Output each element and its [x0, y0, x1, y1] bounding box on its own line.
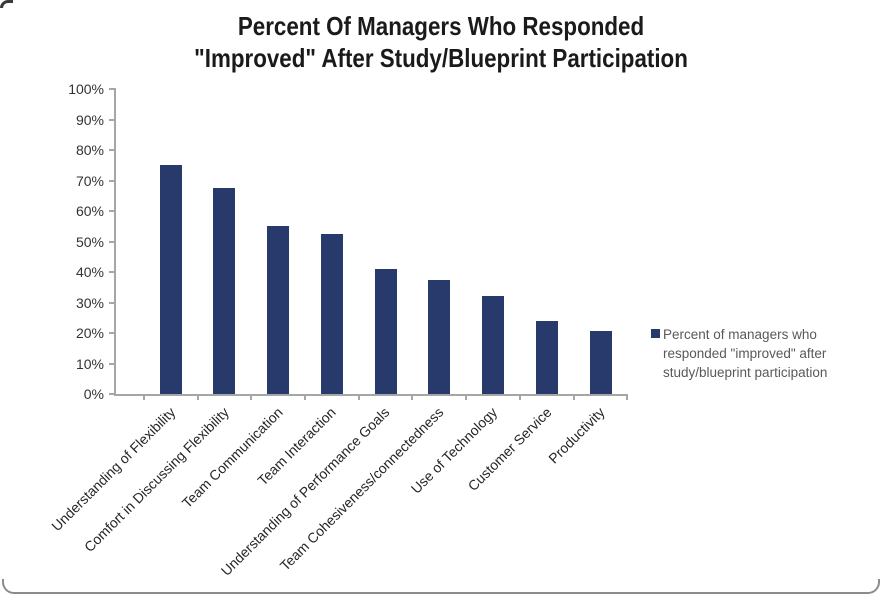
x-axis-tick — [626, 396, 629, 400]
legend-marker-icon — [651, 329, 660, 338]
bar-team-cohesiveness-connectedness — [428, 279, 451, 394]
y-axis-tick — [109, 301, 116, 304]
y-axis-tick — [109, 210, 116, 212]
bar-use-of-technology — [482, 296, 505, 394]
bar-understanding-of-flexibility — [159, 165, 182, 394]
y-axis-label: 20% — [75, 325, 104, 341]
y-axis-tick — [109, 179, 116, 182]
y-axis-tick — [109, 271, 116, 273]
y-axis-tick — [109, 393, 116, 395]
x-axis-label: Team Communication — [178, 404, 286, 512]
y-axis-tick — [109, 240, 116, 243]
legend: Percent of managers who responded "impro… — [651, 325, 851, 382]
plot-area: 0% 10% 20% 30% 40% 50% 60% 70% 80% 90% 100% Underst… — [48, 82, 629, 579]
x-axis-tick — [142, 396, 145, 400]
window-frame-corner-mark — [0, 0, 13, 8]
y-axis-label: 90% — [75, 111, 104, 128]
bar-customer-service — [535, 320, 558, 394]
bar-understanding-of-performance-goals — [374, 268, 397, 394]
y-axis-label: 70% — [75, 172, 104, 189]
y-axis-tick — [109, 88, 116, 90]
bar-team-communication — [267, 226, 290, 394]
legend-label: Percent of managers who responded "impro… — [663, 327, 828, 380]
y-axis-label: 100% — [68, 81, 104, 97]
bar-productivity — [589, 331, 612, 394]
y-axis-tick — [109, 118, 116, 121]
y-axis-label: 0% — [83, 386, 104, 402]
x-axis-tick — [250, 396, 253, 400]
y-axis-label: 50% — [75, 233, 104, 250]
x-axis-tick — [196, 396, 199, 400]
x-axis-tick — [411, 396, 414, 400]
chart-title: Percent Of Managers Who Responded "Impro… — [62, 10, 821, 74]
y-axis-label: 30% — [75, 294, 104, 311]
chart-title-line2: "Improved" After Study/Blueprint Partici… — [194, 43, 688, 73]
y-axis-label: 60% — [75, 203, 104, 219]
y-axis-tick — [109, 362, 116, 365]
y-axis-label: 40% — [75, 264, 104, 280]
x-axis-label: Productivity — [545, 404, 608, 467]
x-axis-tick — [572, 396, 575, 400]
y-axis-tick — [109, 332, 116, 334]
y-axis-label: 10% — [75, 355, 104, 372]
x-axis-tick — [465, 396, 468, 400]
x-axis-tick — [303, 396, 306, 400]
bar-comfort-in-discussing-flexibility — [213, 188, 236, 394]
chart-title-line1: Percent Of Managers Who Responded — [237, 11, 645, 41]
window-frame-bottom-border — [2, 579, 880, 594]
x-axis-tick — [518, 396, 521, 400]
bar-team-interaction — [320, 233, 343, 394]
x-axis-tick — [357, 396, 360, 400]
y-axis-tick — [109, 149, 116, 151]
y-axis-label: 80% — [75, 142, 104, 158]
